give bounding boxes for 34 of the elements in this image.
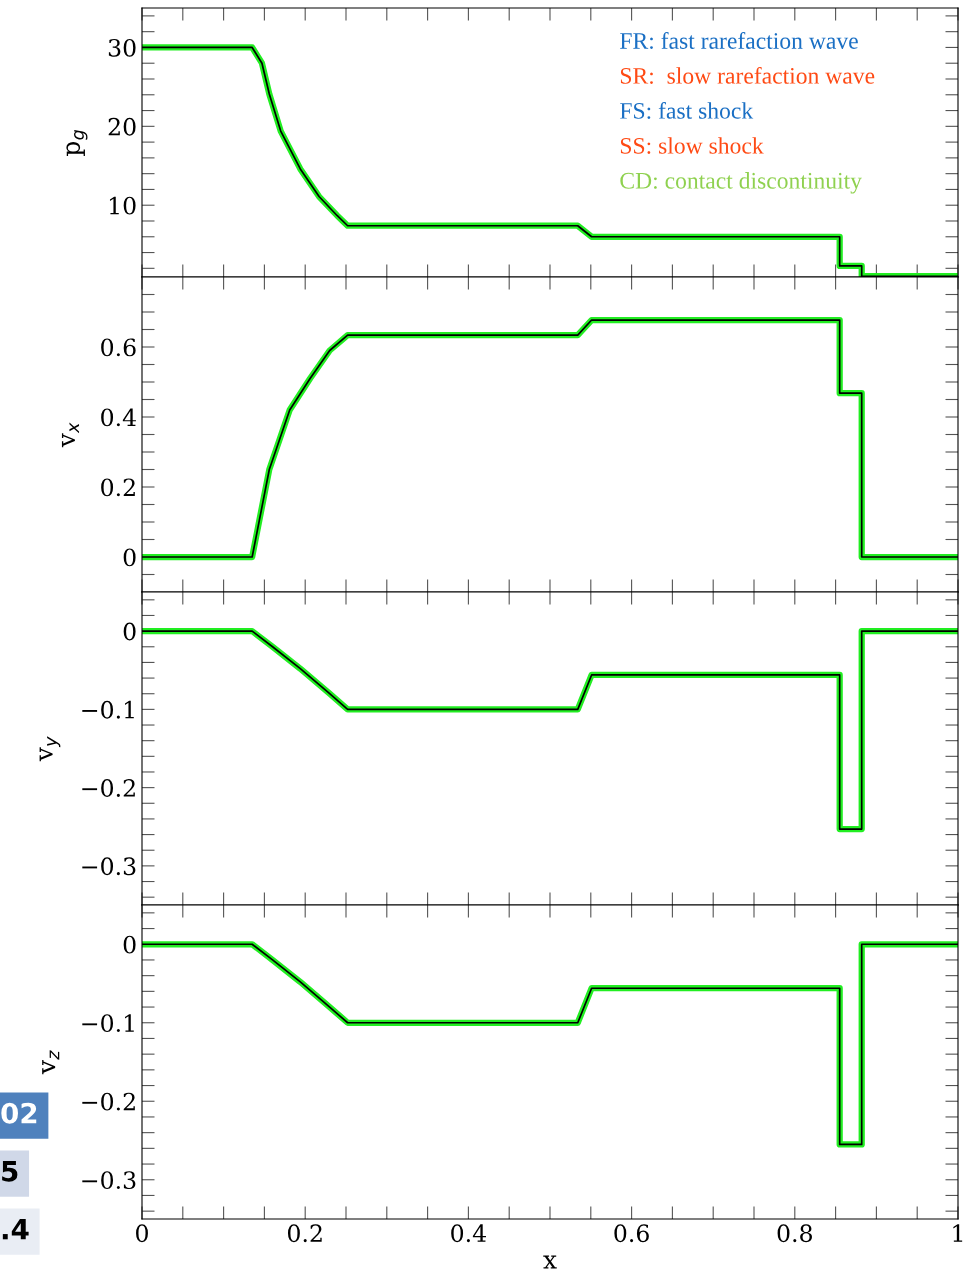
y-axis-title: p$_{g}$ (66, 129, 88, 156)
x-tick-label: 0.6 (614, 1224, 649, 1243)
y-tick-label: −0.1 (82, 1014, 134, 1033)
x-tick-label: 0.8 (777, 1224, 812, 1243)
x-tick-label: 0 (136, 1224, 148, 1243)
annotation: FS: fast shock (620, 101, 754, 119)
x-tick-label: 0.2 (287, 1224, 322, 1243)
y-tick-label: −0.3 (82, 857, 136, 876)
annotation: SR: slow rarefaction wave (620, 66, 875, 84)
y-axis-title: v$_{y}$ (39, 736, 61, 762)
y-tick-label: −0.2 (82, 779, 135, 797)
y-axis-title: v$_{z}$ (42, 1050, 60, 1075)
y-tick-label: −0.3 (82, 1171, 136, 1190)
text: 5 (2, 1161, 18, 1182)
text: 02 (1, 1102, 37, 1124)
x-tick-label: 1 (953, 1224, 963, 1242)
y-axis-title: v$_{x}$ (61, 422, 80, 448)
annotation: CD: contact discontinuity (620, 172, 862, 194)
y-tick-label: 0 (123, 935, 136, 954)
y-tick-label: 20 (108, 117, 136, 136)
y-tick-label: −0.2 (82, 1092, 135, 1111)
y-tick-label: 0 (123, 622, 136, 641)
x-tick-label: 0.4 (451, 1224, 486, 1243)
y-tick-label: 0.6 (101, 338, 136, 357)
y-tick-label: 10 (109, 196, 136, 215)
annotation: FR: fast rarefaction wave (620, 32, 858, 49)
annotation: SS: slow shock (620, 137, 764, 154)
y-tick-label: 0.4 (101, 408, 136, 427)
y-tick-label: 30 (108, 38, 136, 57)
x-axis-title: x (543, 1255, 557, 1269)
y-tick-label: −0.1 (82, 700, 134, 719)
y-tick-label: 0.2 (101, 478, 135, 497)
text: .4 (2, 1219, 29, 1240)
y-tick-label: 0 (123, 548, 136, 567)
